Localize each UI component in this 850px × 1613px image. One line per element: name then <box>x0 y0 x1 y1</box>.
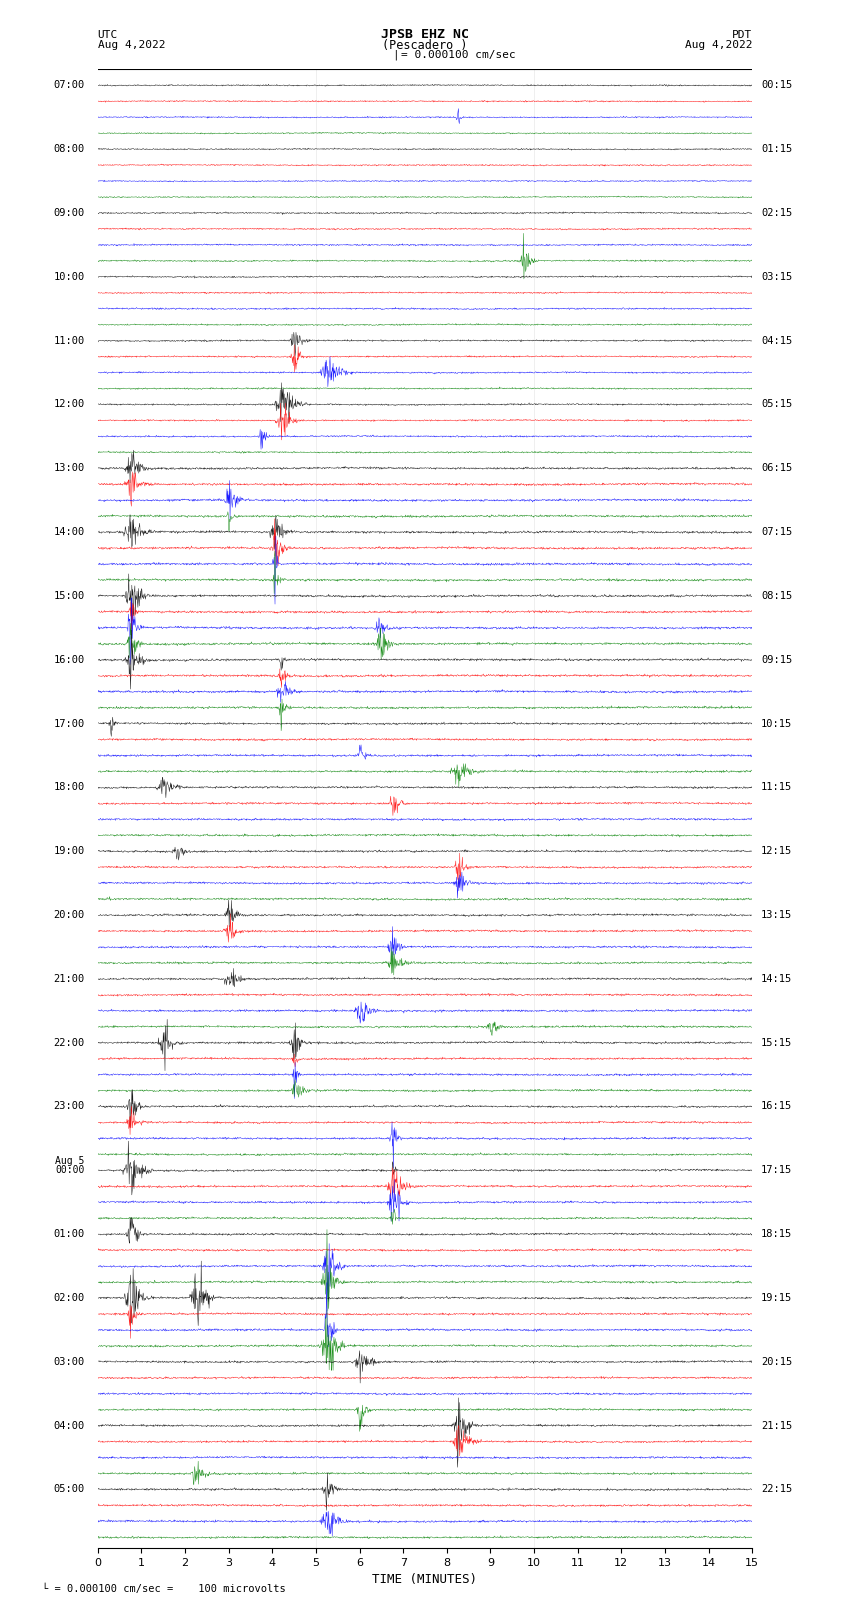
Text: 11:15: 11:15 <box>761 782 792 792</box>
Text: = 0.000100 cm/sec: = 0.000100 cm/sec <box>401 50 516 60</box>
Text: Aug 5: Aug 5 <box>55 1155 85 1166</box>
Text: 22:15: 22:15 <box>761 1484 792 1494</box>
Text: 19:15: 19:15 <box>761 1294 792 1303</box>
Text: 12:00: 12:00 <box>54 400 85 410</box>
Text: 09:15: 09:15 <box>761 655 792 665</box>
Text: 03:00: 03:00 <box>54 1357 85 1366</box>
Text: 18:15: 18:15 <box>761 1229 792 1239</box>
Text: 08:15: 08:15 <box>761 590 792 602</box>
Text: 09:00: 09:00 <box>54 208 85 218</box>
Text: 05:15: 05:15 <box>761 400 792 410</box>
Text: JPSB EHZ NC: JPSB EHZ NC <box>381 27 469 40</box>
Text: 21:15: 21:15 <box>761 1421 792 1431</box>
Text: 01:15: 01:15 <box>761 144 792 155</box>
X-axis label: TIME (MINUTES): TIME (MINUTES) <box>372 1573 478 1586</box>
Text: 00:15: 00:15 <box>761 81 792 90</box>
Text: └ = 0.000100 cm/sec =    100 microvolts: └ = 0.000100 cm/sec = 100 microvolts <box>42 1584 286 1594</box>
Text: Aug 4,2022: Aug 4,2022 <box>685 40 752 50</box>
Text: 11:00: 11:00 <box>54 336 85 345</box>
Text: 17:15: 17:15 <box>761 1165 792 1176</box>
Text: 05:00: 05:00 <box>54 1484 85 1494</box>
Text: 04:15: 04:15 <box>761 336 792 345</box>
Text: 17:00: 17:00 <box>54 718 85 729</box>
Text: 07:00: 07:00 <box>54 81 85 90</box>
Text: 04:00: 04:00 <box>54 1421 85 1431</box>
Text: 03:15: 03:15 <box>761 271 792 282</box>
Text: 07:15: 07:15 <box>761 527 792 537</box>
Text: 16:00: 16:00 <box>54 655 85 665</box>
Text: 02:15: 02:15 <box>761 208 792 218</box>
Text: 10:00: 10:00 <box>54 271 85 282</box>
Text: 01:00: 01:00 <box>54 1229 85 1239</box>
Text: 22:00: 22:00 <box>54 1037 85 1048</box>
Text: 13:15: 13:15 <box>761 910 792 919</box>
Text: 15:15: 15:15 <box>761 1037 792 1048</box>
Text: |: | <box>392 48 399 60</box>
Text: 23:00: 23:00 <box>54 1102 85 1111</box>
Text: 20:15: 20:15 <box>761 1357 792 1366</box>
Text: PDT: PDT <box>732 31 752 40</box>
Text: UTC: UTC <box>98 31 118 40</box>
Text: 02:00: 02:00 <box>54 1294 85 1303</box>
Text: 12:15: 12:15 <box>761 847 792 857</box>
Text: 16:15: 16:15 <box>761 1102 792 1111</box>
Text: Aug 4,2022: Aug 4,2022 <box>98 40 165 50</box>
Text: (Pescadero ): (Pescadero ) <box>382 39 468 52</box>
Text: 00:00: 00:00 <box>55 1165 85 1176</box>
Text: 18:00: 18:00 <box>54 782 85 792</box>
Text: 19:00: 19:00 <box>54 847 85 857</box>
Text: 08:00: 08:00 <box>54 144 85 155</box>
Text: 13:00: 13:00 <box>54 463 85 473</box>
Text: 15:00: 15:00 <box>54 590 85 602</box>
Text: 21:00: 21:00 <box>54 974 85 984</box>
Text: 06:15: 06:15 <box>761 463 792 473</box>
Text: 14:15: 14:15 <box>761 974 792 984</box>
Text: 14:00: 14:00 <box>54 527 85 537</box>
Text: 20:00: 20:00 <box>54 910 85 919</box>
Text: 10:15: 10:15 <box>761 718 792 729</box>
